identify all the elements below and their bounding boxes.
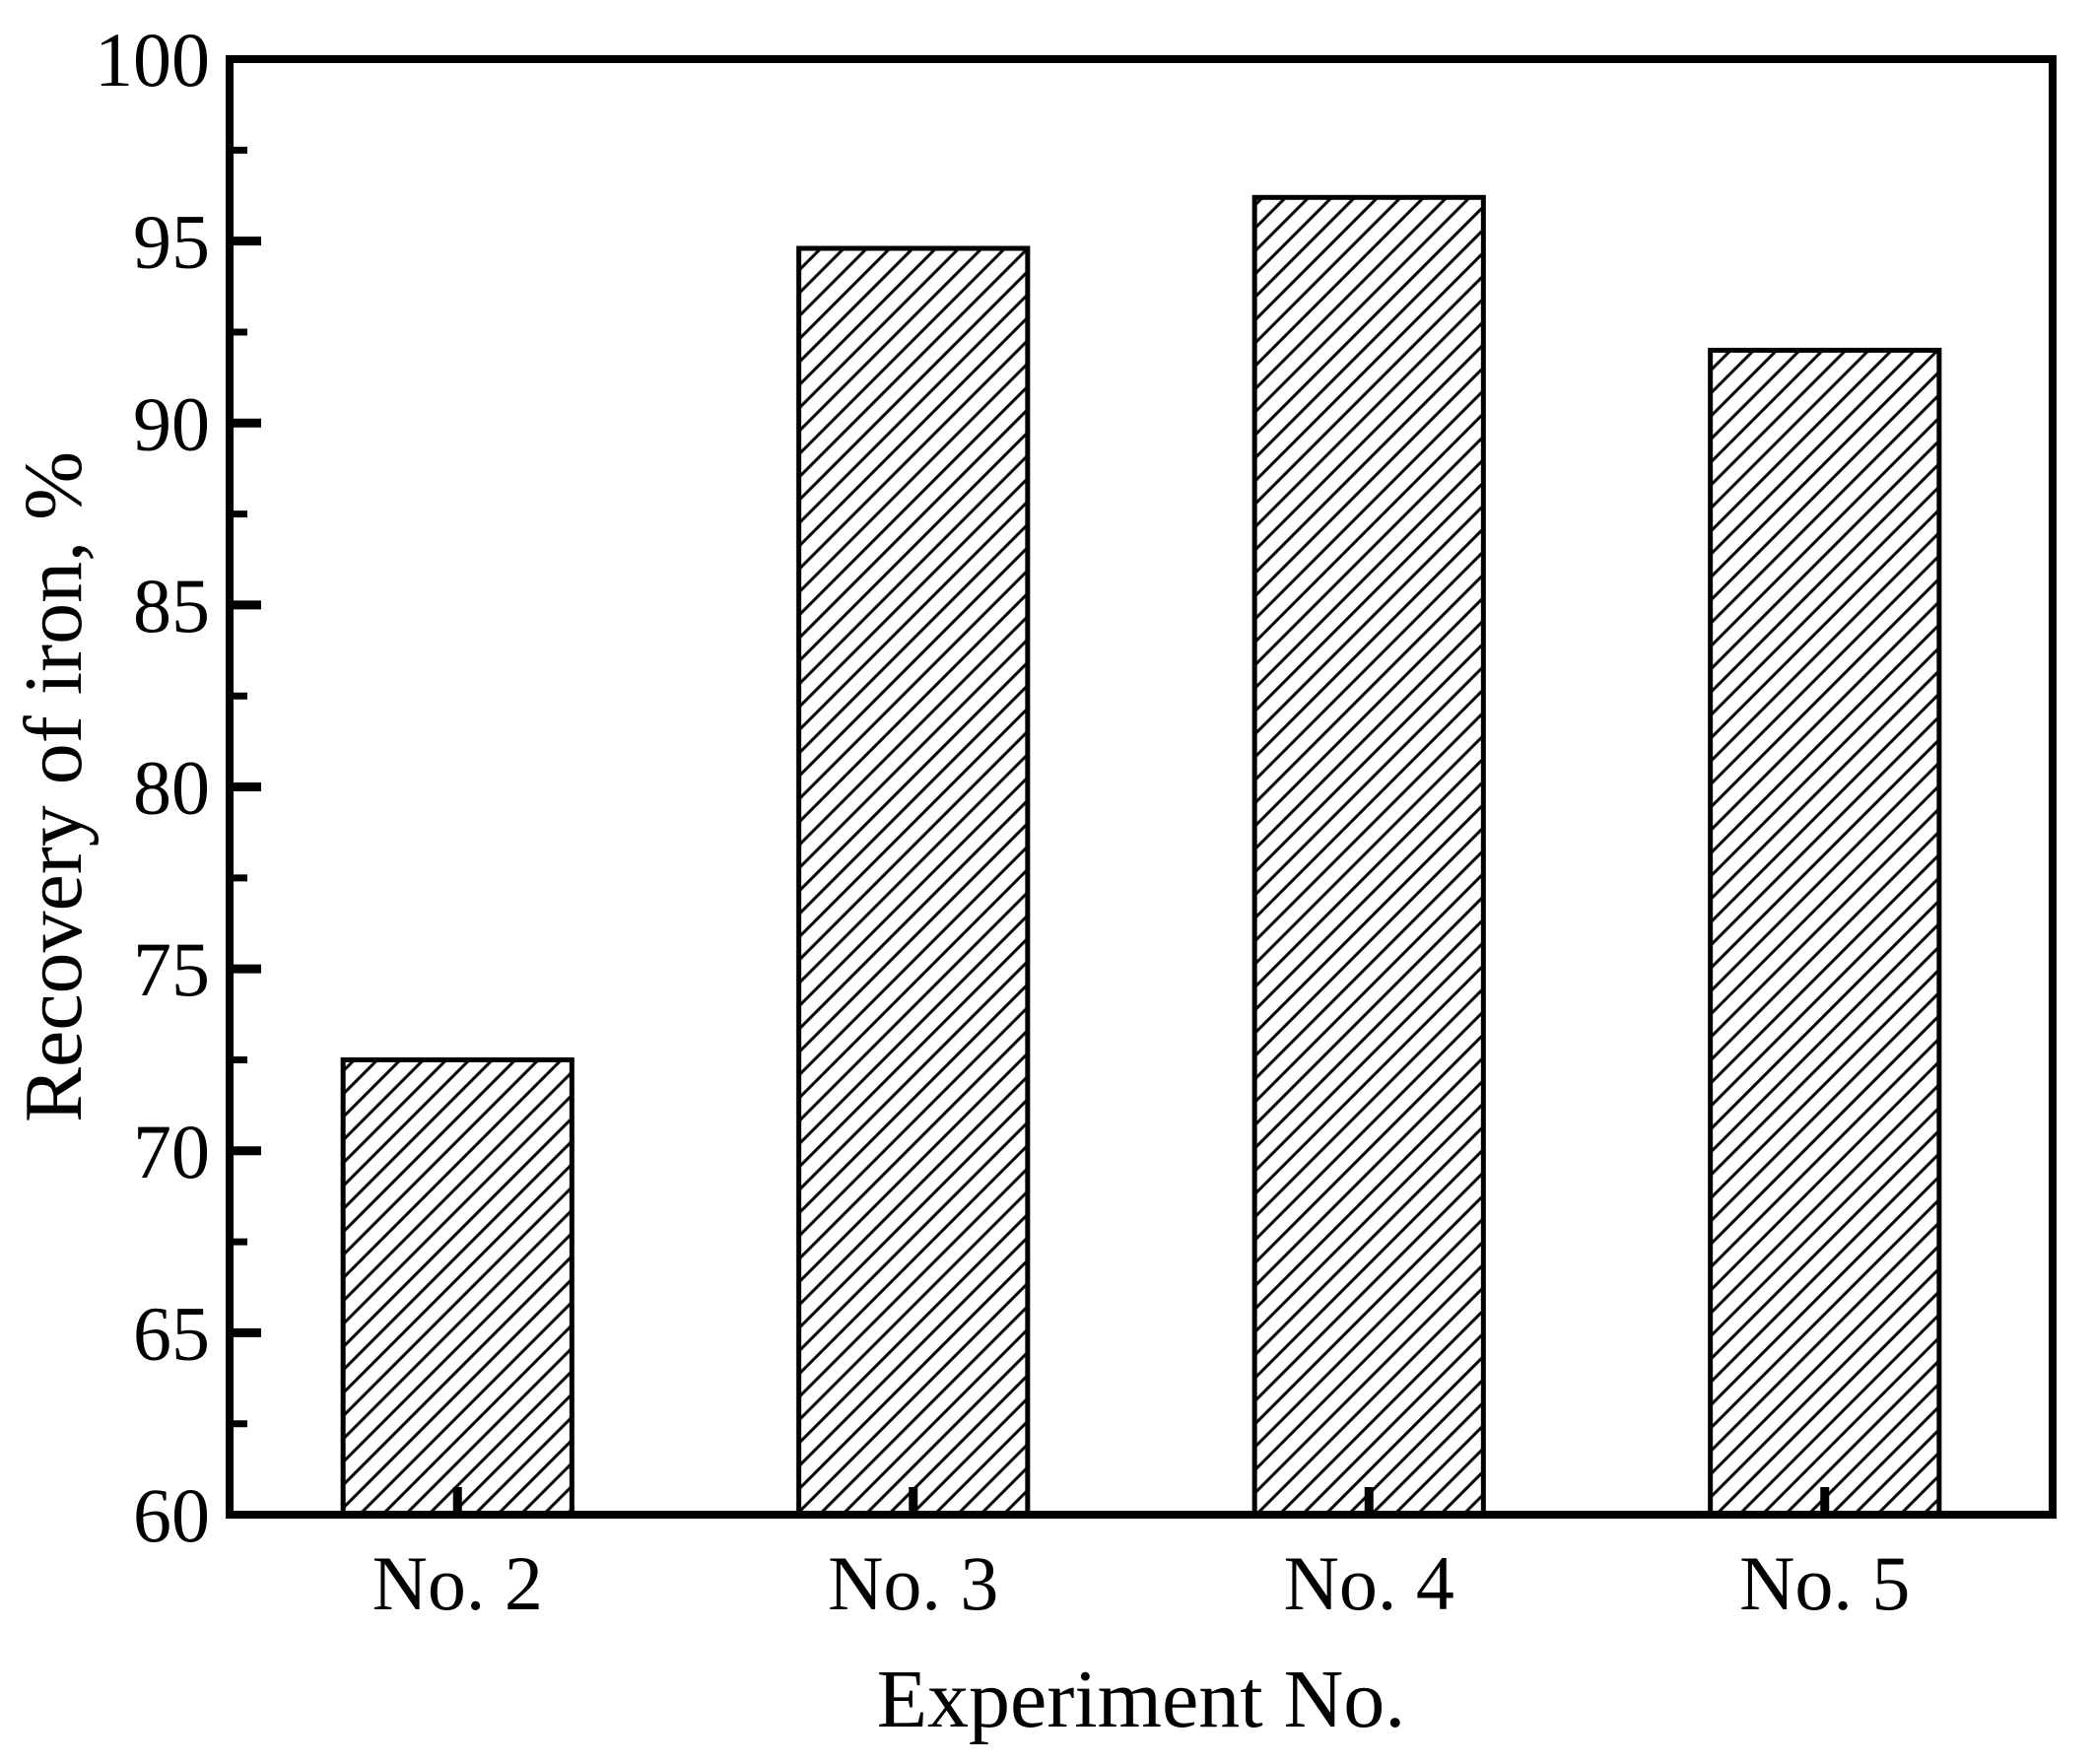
x-tick-label: No. 4 [1284,1540,1454,1626]
y-tick-label: 65 [133,1290,210,1376]
bar-no-5 [1708,347,1942,1518]
y-tick-label: 85 [133,563,210,648]
y-tick-label: 100 [95,17,210,102]
y-tick-label: 75 [133,926,210,1012]
bar-no-2 [340,1056,574,1518]
x-tick-label: No. 5 [1739,1540,1910,1626]
y-tick-label: 70 [133,1109,210,1194]
bar-no-3 [796,245,1031,1518]
x-axis-title: Experiment No. [877,1654,1406,1745]
x-tick-label: No. 3 [828,1540,998,1626]
y-tick-label: 90 [133,380,210,466]
y-tick-label: 80 [133,745,210,831]
y-tick-label: 95 [133,199,210,285]
y-tick-label: 60 [133,1472,210,1558]
x-tick-label: No. 2 [372,1540,543,1626]
bar-no-4 [1251,194,1486,1518]
y-axis-title: Recovery of iron, % [8,451,100,1122]
